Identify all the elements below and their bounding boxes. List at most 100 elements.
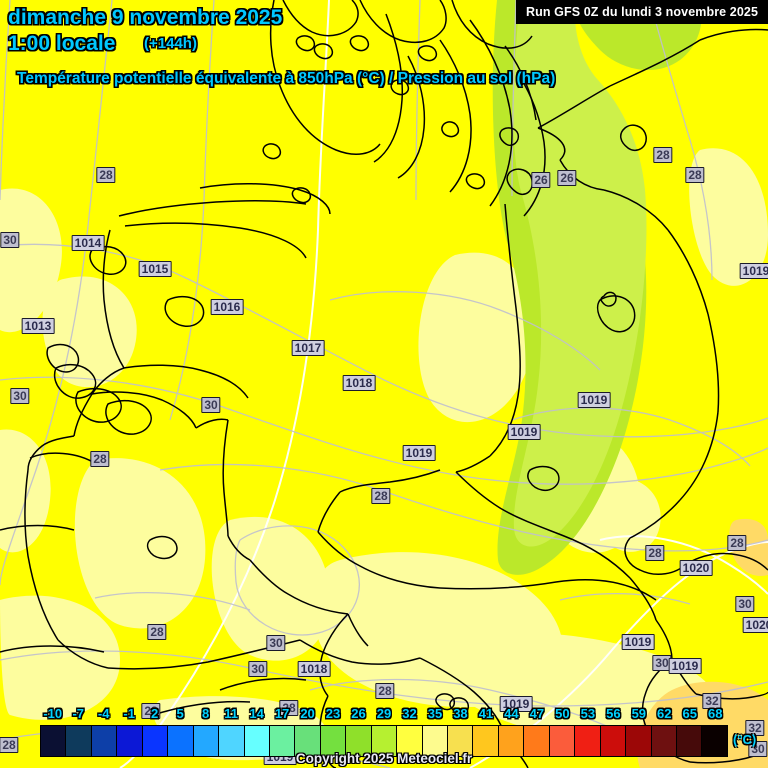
color-scale-swatch (473, 726, 499, 756)
map-time-label: 1:00 locale (8, 32, 116, 55)
color-scale-tick: -1 (123, 706, 135, 721)
color-scale-swatch (142, 726, 169, 756)
color-scale-tick: 41 (478, 706, 494, 721)
color-scale-tick: 44 (504, 706, 519, 721)
pressure-contour-label: 1017 (291, 340, 325, 356)
model-run-badge: Run GFS 0Z du lundi 3 novembre 2025 (515, 0, 768, 24)
color-scale-tick: 23 (325, 706, 341, 721)
color-scale-swatch (448, 726, 474, 756)
color-scale-tick: 32 (402, 706, 417, 721)
temperature-contour-label: 28 (0, 737, 19, 753)
color-scale-tick: 65 (682, 706, 697, 721)
temperature-contour-label: 30 (652, 655, 672, 671)
color-scale-swatch (397, 726, 423, 756)
pressure-contour-label: 1019 (507, 424, 541, 440)
color-scale-swatch (269, 726, 296, 756)
temperature-contour-label: 26 (557, 170, 577, 186)
color-scale-tick: 35 (427, 706, 443, 721)
temperature-contour-label: 30 (201, 397, 221, 413)
color-scale-tick: 59 (631, 706, 647, 721)
temperature-contour-label: 32 (745, 720, 765, 736)
pressure-contour-label: 1014 (71, 235, 105, 251)
color-scale-swatch (91, 726, 118, 756)
temperature-contour-label: 30 (0, 232, 20, 248)
color-scale-swatch (575, 726, 601, 756)
pressure-contour-label: 1018 (297, 661, 331, 677)
color-scale-tick: -7 (72, 706, 84, 721)
pressure-contour-label: 1019 (621, 634, 655, 650)
color-scale-tick: 8 (202, 706, 210, 721)
color-scale-tick: 11 (224, 706, 238, 721)
color-scale-bar[interactable] (40, 725, 728, 757)
pressure-contour-label: 1013 (21, 318, 55, 334)
pressure-contour-label: 1020 (742, 617, 768, 633)
color-scale-swatch (295, 726, 321, 756)
temperature-contour-label: 28 (375, 683, 395, 699)
temperature-contour-label: 28 (645, 545, 665, 561)
color-scale-swatch (676, 726, 703, 756)
color-scale-legend[interactable]: -10 -7 -4 -1 2 5 8 11 14 17 20 23 26 29 32 35 38 41 44 47 50… (0, 706, 768, 768)
temperature-contour-label: 28 (685, 167, 705, 183)
color-scale-tick: 29 (376, 706, 392, 721)
color-scale-swatch (117, 726, 143, 756)
color-scale-swatch (320, 726, 347, 756)
pressure-contour-label: 1018 (342, 375, 376, 391)
color-scale-tick: 47 (529, 706, 545, 721)
temperature-contour-label: 28 (727, 535, 747, 551)
color-scale-swatch (651, 726, 677, 756)
color-scale-tick: 26 (351, 706, 366, 721)
color-scale-tick: 68 (708, 706, 723, 721)
color-scale-swatch (193, 726, 220, 756)
color-scale-tick: -10 (43, 706, 63, 721)
color-scale-tick: 38 (453, 706, 468, 721)
color-scale-swatch (498, 726, 525, 756)
color-scale-tick: 2 (151, 706, 159, 721)
temperature-contour-label: 28 (141, 703, 161, 719)
temp-band-green-light (513, 0, 647, 547)
color-scale-tick: 56 (606, 706, 621, 721)
color-scale-tick: 14 (249, 706, 264, 721)
temperature-contour-label: 26 (531, 172, 551, 188)
pressure-contour-label: 1019 (402, 445, 436, 461)
color-scale-tick: 17 (274, 706, 290, 721)
color-scale-swatch (626, 726, 652, 756)
temperature-contour-label: 28 (90, 451, 110, 467)
temperature-contour-label: 30 (248, 661, 268, 677)
color-scale-tick-labels: -10 -7 -4 -1 2 5 8 11 14 17 20 23 26 29 32 35 38 41 44 47 50… (0, 706, 768, 724)
pressure-contour-label: 1019 (668, 658, 702, 674)
color-scale-swatch (219, 726, 245, 756)
color-scale-tick: 62 (657, 706, 672, 721)
color-scale-swatch (244, 726, 270, 756)
temperature-contour-label: 28 (147, 624, 167, 640)
map-date-label: dimanche 9 novembre 2025 (8, 6, 283, 29)
color-scale-unit-label: (°C) (733, 732, 757, 747)
color-scale-swatch (524, 726, 550, 756)
temperature-contour-label: 28 (279, 700, 299, 716)
temperature-contour-label: 32 (702, 693, 722, 709)
pressure-contour-label: 1019 (499, 696, 533, 712)
copyright-label: Copyright 2025 Meteociel.fr (295, 751, 473, 766)
temperature-contour-label: 30 (748, 741, 768, 757)
color-scale-swatch (702, 726, 727, 756)
temperature-contour-label: 30 (266, 635, 286, 651)
temperature-contour-label: 28 (653, 147, 673, 163)
temperature-contour-label: 30 (735, 596, 755, 612)
color-scale-swatch (549, 726, 576, 756)
temperature-contour-label: 28 (371, 488, 391, 504)
pressure-contour-label: 1019 (577, 392, 611, 408)
color-scale-swatch (371, 726, 398, 756)
color-scale-tick: 20 (300, 706, 315, 721)
color-scale-swatch (422, 726, 448, 756)
color-scale-swatch (346, 726, 372, 756)
color-scale-tick: 50 (555, 706, 570, 721)
map-echeance-label: (+144h) (144, 35, 197, 52)
color-scale-swatch (168, 726, 194, 756)
temperature-contour-label: 28 (96, 167, 116, 183)
map-parameter-label: Température potentielle équivalente à 85… (17, 70, 556, 87)
color-scale-tick: 53 (580, 706, 596, 721)
temperature-contour-label: 30 (10, 388, 30, 404)
color-scale-swatch (41, 726, 67, 756)
color-scale-tick: 5 (176, 706, 184, 721)
